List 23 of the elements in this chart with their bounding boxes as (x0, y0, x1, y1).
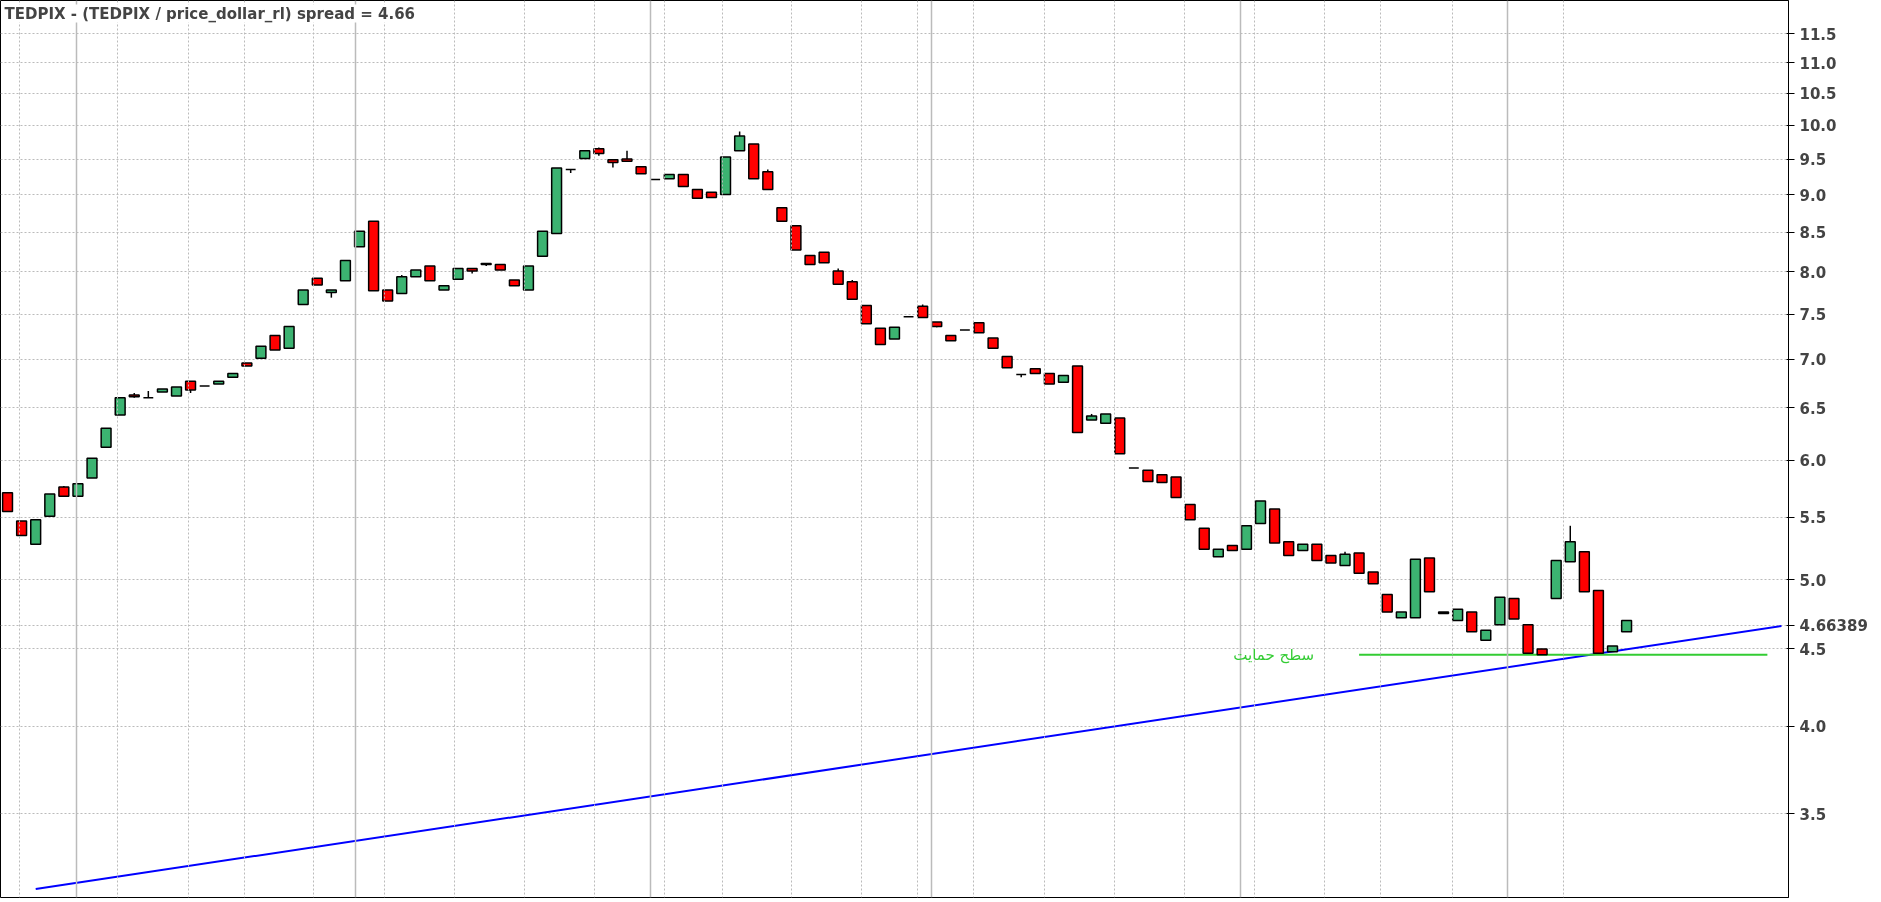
y-tick-label: 5.0 (1799, 571, 1827, 590)
y-tick-label: 6.5 (1799, 399, 1827, 418)
y-tick-label: 7.0 (1799, 351, 1827, 370)
y-tick-label: 9.0 (1799, 186, 1827, 205)
chart-title: TEDPIX - (TEDPIX / price_dollar_rl) spread = 4.66 (4, 4, 416, 23)
y-tick-label: 4.66389 (1799, 617, 1868, 636)
y-tick-label: 10.0 (1799, 117, 1837, 136)
y-tick-label: 10.5 (1799, 85, 1837, 104)
text: سطح حمایت (1233, 645, 1315, 664)
y-tick-label: 6.0 (1799, 452, 1827, 471)
candlestick (902, 315, 915, 318)
y-tick-label: 4.0 (1799, 718, 1827, 737)
candlestick (649, 178, 661, 181)
y-tick-label: 9.5 (1799, 151, 1827, 170)
y-tick-label: 8.0 (1799, 263, 1827, 282)
y-tick-label: 3.5 (1799, 805, 1827, 824)
y-tick-label: 4.5 (1799, 640, 1827, 659)
y-tick-label: 5.5 (1799, 509, 1827, 528)
candlestick (593, 148, 605, 157)
y-tick-label: 7.5 (1799, 306, 1827, 325)
y-tick-label: 8.5 (1799, 224, 1827, 243)
y-tick-label: 11.0 (1799, 54, 1837, 73)
y-tick-label: 11.5 (1799, 25, 1837, 44)
